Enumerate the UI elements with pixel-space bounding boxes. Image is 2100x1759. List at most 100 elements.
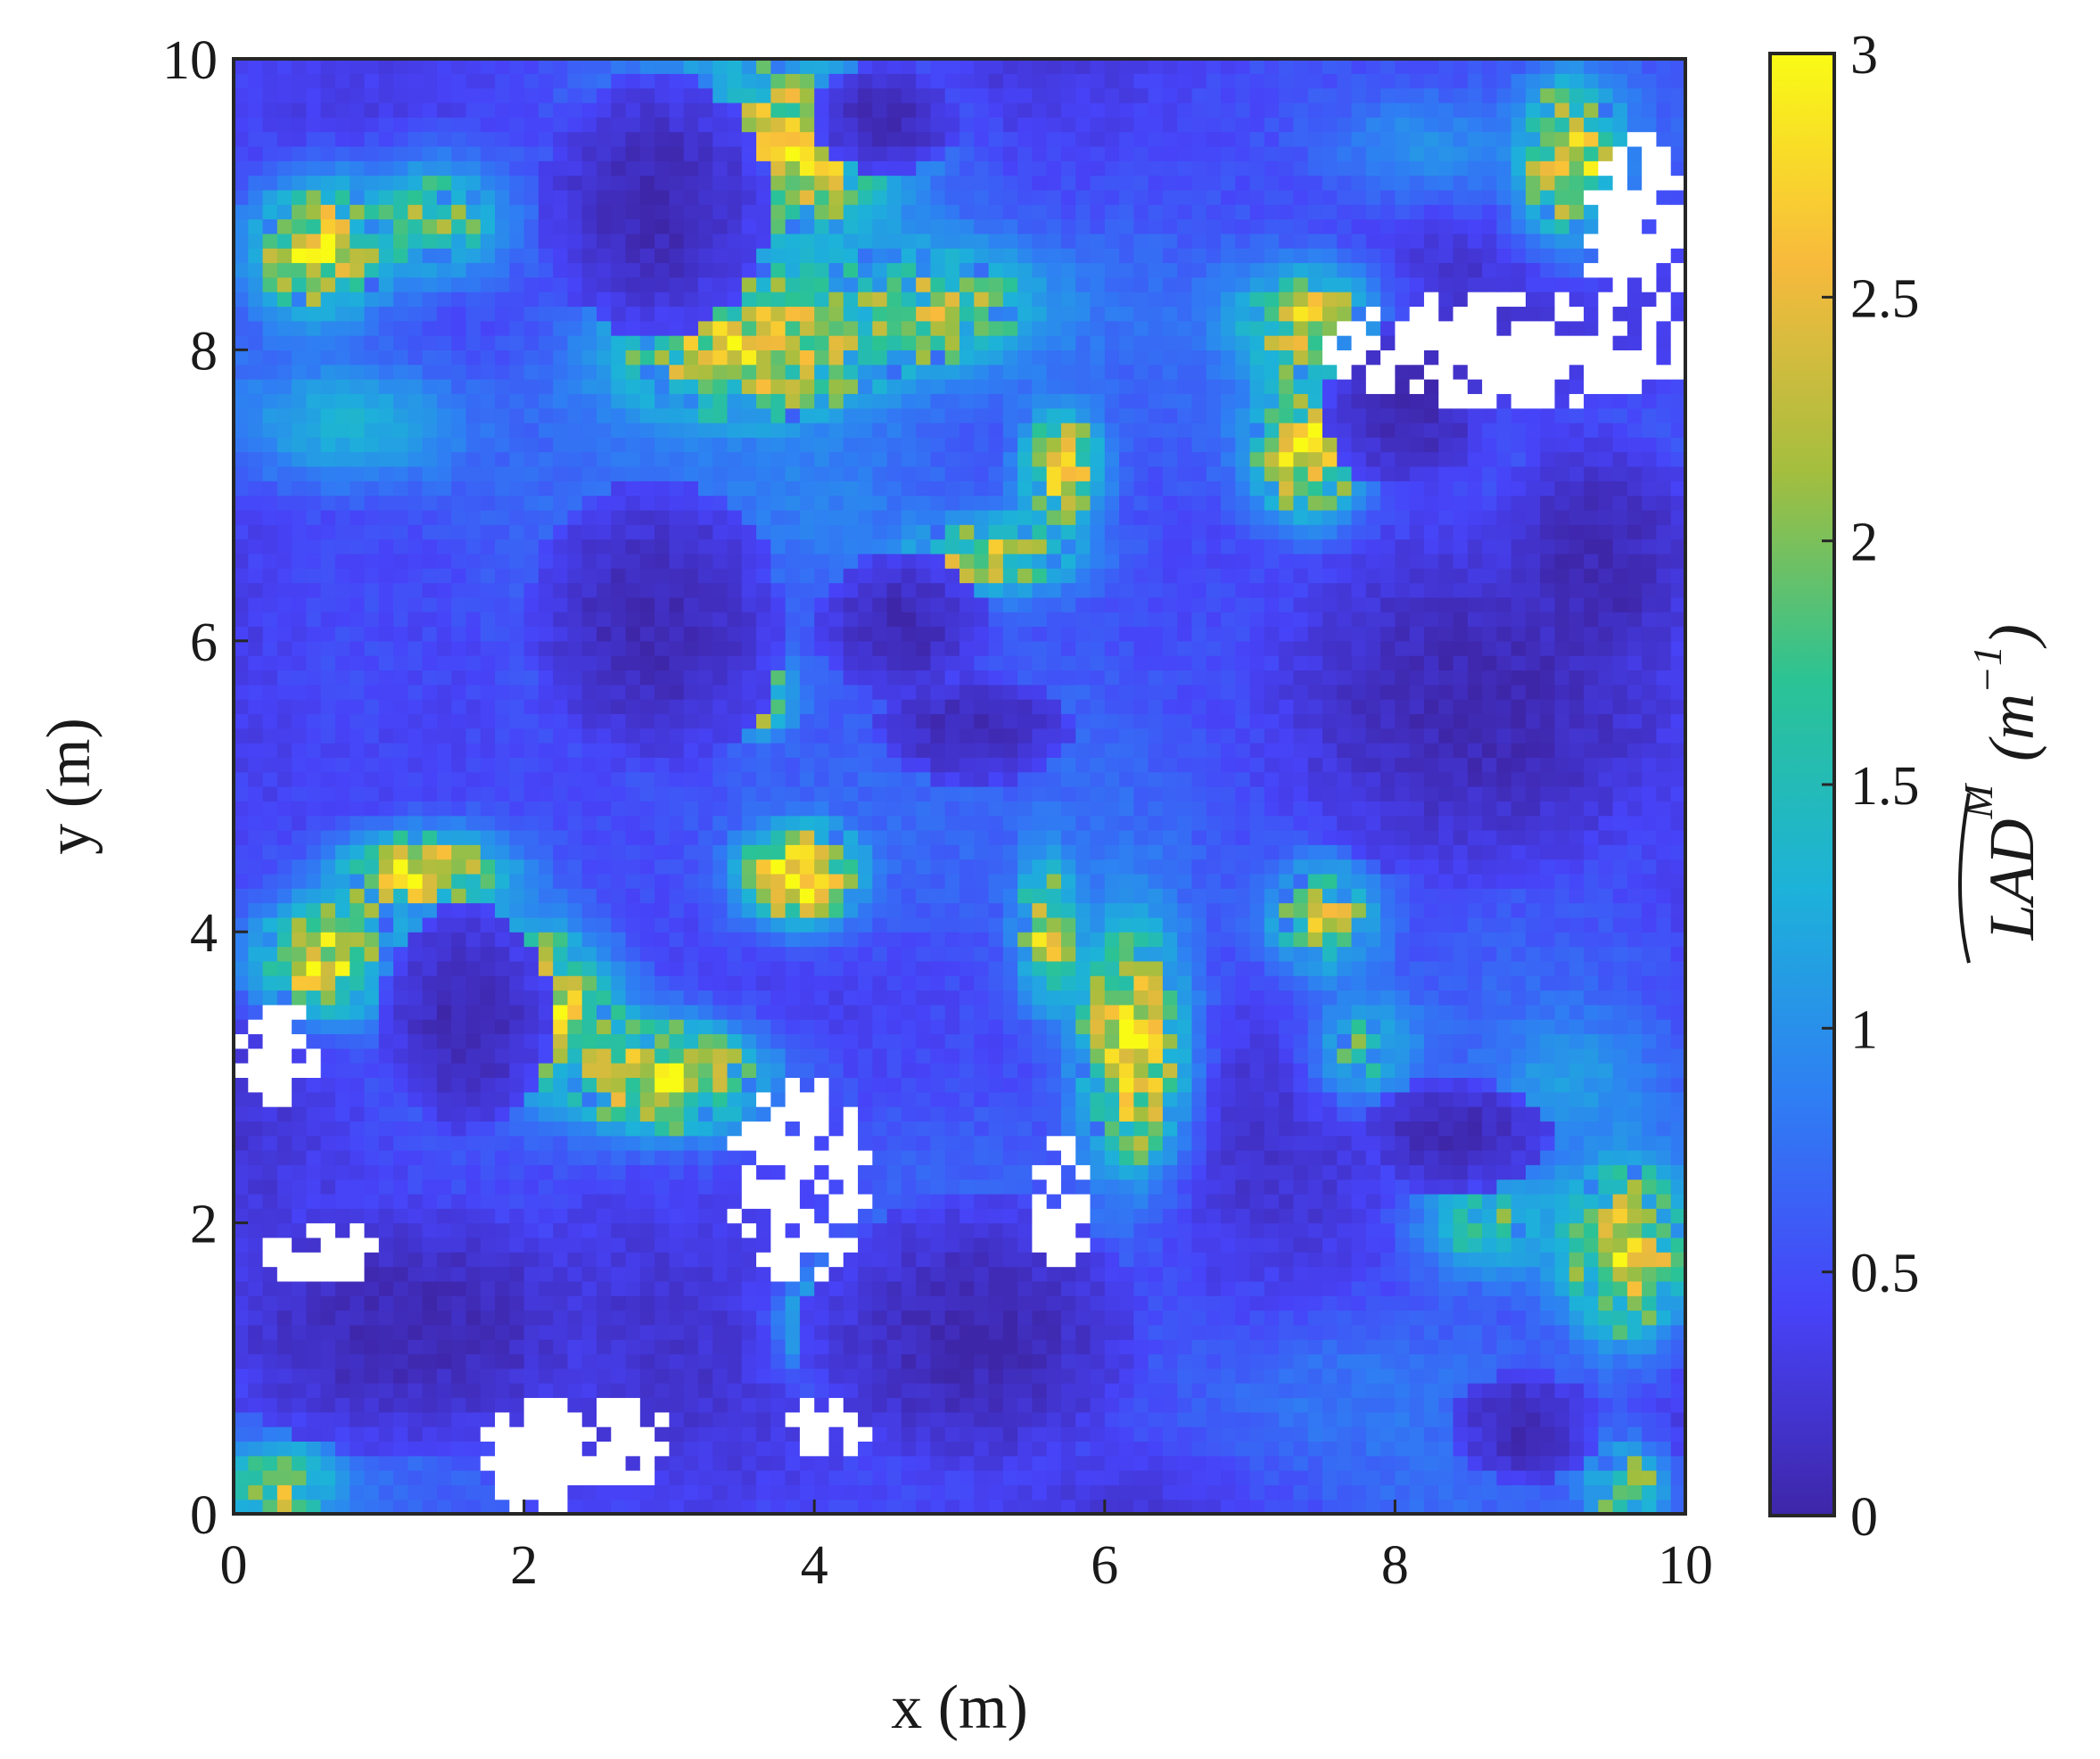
heatmap-cell [1540, 1237, 1556, 1253]
heatmap-cell [567, 1383, 583, 1399]
heatmap-cell [480, 1368, 496, 1384]
heatmap-cell [785, 960, 801, 976]
heatmap-cell [495, 1411, 510, 1427]
heatmap-cell [1395, 1193, 1411, 1209]
heatmap-cell [872, 1106, 888, 1122]
heatmap-cell [1612, 1339, 1628, 1355]
heatmap-cell [1046, 1164, 1062, 1180]
heatmap-cell [669, 1383, 685, 1399]
heatmap-cell [1322, 1222, 1338, 1238]
heatmap-cell [408, 960, 424, 976]
heatmap-cell [1307, 1426, 1323, 1442]
heatmap-cell [1453, 1135, 1469, 1151]
heatmap-cell [1104, 1048, 1120, 1064]
heatmap-cell [393, 960, 408, 976]
heatmap-cell [1104, 1135, 1120, 1151]
heatmap-cell [1177, 829, 1193, 845]
heatmap-cell [1249, 888, 1265, 904]
heatmap-cell [1670, 1280, 1686, 1296]
heatmap-cell [292, 960, 307, 976]
heatmap-cell [828, 990, 844, 1006]
heatmap-cell [1612, 960, 1628, 976]
heatmap-cell [785, 916, 801, 933]
heatmap-cell [334, 1164, 350, 1180]
heatmap-cell [974, 1063, 990, 1078]
heatmap-cell [234, 1368, 249, 1384]
heatmap-cell [1642, 946, 1658, 962]
heatmap-cell [1119, 786, 1134, 801]
heatmap-cell [1584, 960, 1599, 976]
heatmap-cell [1365, 1222, 1381, 1238]
heatmap-cell [799, 1179, 815, 1195]
heatmap-cell [1409, 1339, 1425, 1355]
heatmap-cell [930, 888, 946, 904]
heatmap-cell [611, 1237, 627, 1253]
heatmap-cell [988, 960, 1004, 976]
heatmap-cell [1075, 1397, 1091, 1413]
heatmap-cell [944, 1368, 960, 1384]
heatmap-cell [480, 888, 496, 904]
heatmap-cell [1496, 1222, 1512, 1238]
heatmap-cell [697, 1237, 713, 1253]
heatmap-cell [756, 1353, 771, 1369]
heatmap-cell [1584, 1484, 1599, 1500]
heatmap-cell [1584, 1164, 1599, 1180]
heatmap-cell [1133, 902, 1149, 918]
heatmap-cell [1090, 1077, 1106, 1093]
heatmap-cell [422, 1499, 438, 1515]
heatmap-cell [1307, 888, 1323, 904]
heatmap-cell [901, 1222, 917, 1238]
heatmap-cell [1307, 1324, 1323, 1340]
heatmap-cell [408, 1193, 424, 1209]
heatmap-cell [248, 990, 264, 1006]
heatmap-cell [1017, 1397, 1033, 1413]
heatmap-cell [930, 1033, 946, 1049]
heatmap-cell [248, 1193, 264, 1209]
heatmap-cell [886, 1077, 902, 1093]
heatmap-cell [1017, 1499, 1033, 1515]
heatmap-cell [1279, 1121, 1295, 1137]
heatmap-cell [814, 960, 830, 976]
heatmap-cell [1322, 1280, 1338, 1296]
heatmap-cell [436, 873, 452, 889]
heatmap-cell [538, 1150, 554, 1165]
heatmap-cell [1046, 859, 1062, 875]
heatmap-cell [1293, 1135, 1309, 1151]
heatmap-cell [393, 1135, 408, 1151]
heatmap-cell [770, 1339, 786, 1355]
heatmap-cell [1482, 1135, 1497, 1151]
heatmap-cell [480, 1193, 496, 1209]
heatmap-cell [944, 873, 960, 889]
heatmap-cell [553, 1397, 569, 1413]
heatmap-cell [1569, 1106, 1585, 1122]
heatmap-cell [234, 1193, 249, 1209]
heatmap-cell [1046, 1019, 1062, 1035]
heatmap-cell [974, 1252, 990, 1268]
heatmap-cell [581, 1208, 597, 1224]
heatmap-cell [422, 990, 438, 1006]
heatmap-cell [408, 1295, 424, 1311]
heatmap-cell [1670, 1077, 1686, 1093]
heatmap-cell [1365, 1266, 1381, 1282]
heatmap-cell [1569, 801, 1585, 817]
heatmap-cell [1221, 1295, 1236, 1311]
heatmap-cell [727, 902, 743, 918]
heatmap-cell [422, 1280, 438, 1296]
heatmap-cell [1017, 1077, 1033, 1093]
heatmap-cell [1046, 1121, 1062, 1137]
heatmap-cell [567, 1484, 583, 1500]
heatmap-cell [974, 1033, 990, 1049]
heatmap-cell [611, 1353, 627, 1369]
heatmap-cell [1264, 975, 1280, 991]
heatmap-cell [581, 1280, 597, 1296]
heatmap-cell [1322, 1426, 1338, 1442]
heatmap-cell [480, 1150, 496, 1165]
heatmap-cell [1249, 1048, 1265, 1064]
heatmap-cell [1337, 801, 1353, 817]
heatmap-cell [901, 801, 917, 817]
heatmap-cell [276, 1397, 292, 1413]
heatmap-cell [1598, 1310, 1614, 1326]
heatmap-cell [1380, 1121, 1396, 1137]
heatmap-cell [1380, 1353, 1396, 1369]
heatmap-cell [1322, 859, 1338, 875]
